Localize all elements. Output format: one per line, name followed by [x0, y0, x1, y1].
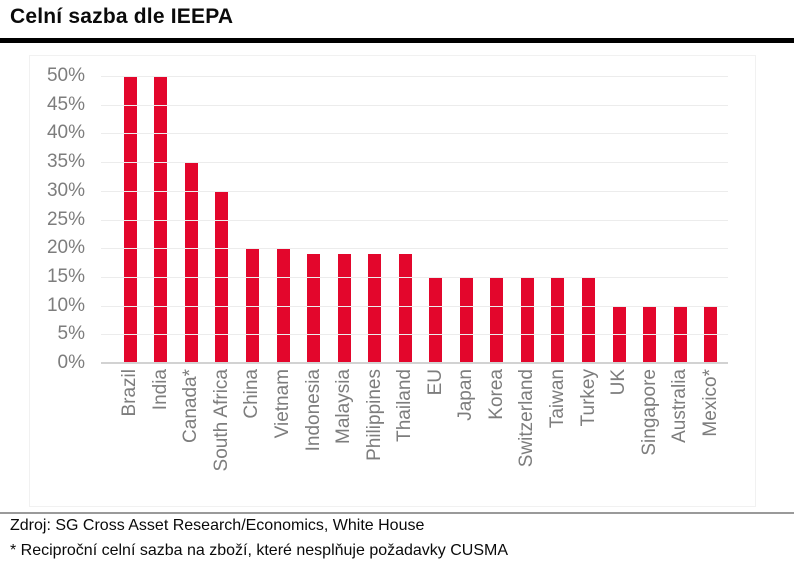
bar-slot	[329, 76, 360, 363]
xlabel-slot: Thailand	[390, 369, 421, 505]
x-axis-label: UK	[608, 369, 630, 396]
x-axis-label: EU	[424, 369, 446, 396]
gridline	[101, 305, 728, 307]
bar-eu	[429, 276, 443, 363]
xlabel-slot: Taiwan	[543, 369, 574, 505]
title-rule	[0, 38, 794, 43]
gridline	[101, 76, 728, 77]
gridline	[101, 162, 728, 164]
bar-slot	[420, 76, 451, 363]
bar-taiwan	[551, 276, 565, 363]
xlabel-slot: UK	[604, 369, 635, 505]
page-title: Celní sazba dle IEEPA	[10, 5, 234, 28]
bar-slot	[482, 76, 513, 363]
gridline	[101, 276, 728, 278]
gridline	[101, 248, 728, 250]
xlabel-slot: Switzerland	[512, 369, 543, 505]
gridline	[101, 104, 728, 106]
x-axis-label: Japan	[455, 369, 477, 421]
xlabel-slot: Indonesia	[298, 369, 329, 505]
x-axis-label: Thailand	[394, 369, 416, 442]
xlabel-slot: Australia	[665, 369, 696, 505]
x-axis-label: India	[149, 369, 171, 411]
gridline	[101, 190, 728, 192]
tariff-bar-chart: 50% 45% 40% 35% 30% 25% 20% 15% 10% 5% 0% Brazil In…	[29, 55, 756, 507]
y-axis-tick-label: 15%	[46, 265, 85, 287]
y-axis: 50% 45% 40% 35% 30% 25% 20% 15% 10% 5% 0%	[30, 65, 93, 373]
xlabel-slot: Malaysia	[329, 369, 360, 505]
x-axis-label: Taiwan	[546, 369, 568, 429]
plot-area	[101, 76, 728, 364]
xlabel-slot: Brazil	[115, 369, 146, 505]
gridline	[101, 362, 728, 364]
bar-switzerland	[520, 276, 534, 363]
y-axis-tick-label: 25%	[46, 208, 85, 230]
y-axis-tick-label: 40%	[46, 122, 85, 144]
bar-slot	[359, 76, 390, 363]
y-axis-tick-label: 10%	[46, 294, 85, 316]
x-axis-label: China	[241, 369, 263, 419]
xlabel-slot: Japan	[451, 369, 482, 505]
bar-slot	[298, 76, 329, 363]
x-axis-label: Mexico*	[699, 369, 721, 437]
x-axis-label: Vietnam	[272, 369, 294, 439]
bar-slot	[543, 76, 574, 363]
bar-philippines	[368, 253, 382, 363]
bar-korea	[490, 276, 504, 363]
x-axis-label: South Africa	[210, 369, 232, 472]
x-axis-label: Australia	[669, 369, 691, 443]
gridline	[101, 334, 728, 336]
y-axis-tick-label: 50%	[46, 65, 85, 86]
y-axis-tick-label: 20%	[46, 237, 85, 259]
bar-canada	[184, 162, 198, 363]
bar-japan	[459, 276, 473, 363]
x-axis-label: Switzerland	[516, 369, 538, 468]
bar-slot	[390, 76, 421, 363]
xlabel-slot: Canada*	[176, 369, 207, 505]
x-axis-labels: Brazil India Canada* South Africa China Vietn…	[101, 369, 728, 505]
xlabel-slot: Korea	[482, 369, 513, 505]
bar-indonesia	[307, 253, 321, 363]
x-axis-label: Canada*	[180, 369, 202, 443]
xlabel-slot: EU	[420, 369, 451, 505]
x-axis-label: Korea	[485, 369, 507, 420]
footnote-text: * Reciproční celní sazba na zboží, které…	[10, 542, 509, 559]
footer-divider	[0, 512, 794, 514]
y-axis-tick-label: 30%	[46, 179, 85, 201]
y-axis-tick-label: 5%	[57, 323, 85, 345]
xlabel-slot: South Africa	[207, 369, 238, 505]
bar-slot	[176, 76, 207, 363]
bar-thailand	[398, 253, 412, 363]
x-axis-label: Turkey	[577, 369, 599, 427]
bar-malaysia	[337, 253, 351, 363]
gridline	[101, 219, 728, 221]
bar-slot	[451, 76, 482, 363]
xlabel-slot: Singapore	[634, 369, 665, 505]
xlabel-slot: Turkey	[573, 369, 604, 505]
bar-turkey	[581, 276, 595, 363]
gridline	[101, 133, 728, 135]
source-text: Zdroj: SG Cross Asset Research/Economics…	[10, 517, 425, 534]
xlabel-slot: India	[146, 369, 177, 505]
x-axis-label: Malaysia	[333, 369, 355, 444]
y-axis-tick-label: 35%	[46, 151, 85, 173]
xlabel-slot: China	[237, 369, 268, 505]
x-axis-label: Indonesia	[302, 369, 324, 452]
x-axis-label: Brazil	[119, 369, 141, 417]
xlabel-slot: Vietnam	[268, 369, 299, 505]
xlabel-slot: Mexico*	[695, 369, 726, 505]
xlabel-slot: Philippines	[359, 369, 390, 505]
bar-slot	[573, 76, 604, 363]
x-axis-label: Philippines	[363, 369, 385, 461]
x-axis-label: Singapore	[638, 369, 660, 456]
y-axis-tick-label: 45%	[46, 93, 85, 115]
bar-slot	[512, 76, 543, 363]
y-axis-tick-label: 0%	[57, 352, 85, 373]
